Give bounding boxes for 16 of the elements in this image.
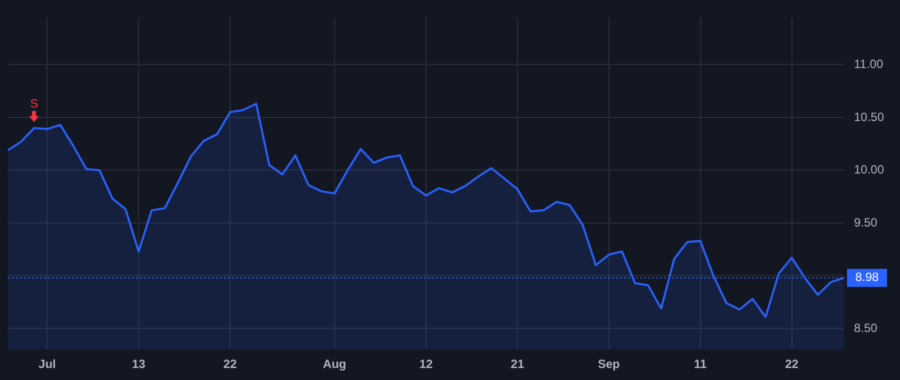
x-tick-label: 11 xyxy=(694,357,707,372)
x-tick-label: Aug xyxy=(322,357,346,372)
x-tick-label: Jul xyxy=(38,357,56,372)
x-tick-label: 13 xyxy=(132,357,146,372)
y-tick-label: 11.00 xyxy=(854,57,884,71)
annotation: S xyxy=(30,96,38,110)
y-tick-label: 9.50 xyxy=(854,215,878,230)
x-tick-label: 22 xyxy=(223,357,238,372)
x-tick-label: 12 xyxy=(419,357,433,372)
x-tick-label: Sep xyxy=(598,357,620,372)
x-tick-label: 21 xyxy=(510,357,524,372)
y-tick-label: 10.50 xyxy=(854,110,884,124)
y-tick-label: 8.50 xyxy=(854,320,878,335)
ref-line-label: 8.98 xyxy=(855,270,879,284)
y-tick-label: 10.00 xyxy=(854,162,884,177)
x-tick-label: 22 xyxy=(785,357,799,372)
